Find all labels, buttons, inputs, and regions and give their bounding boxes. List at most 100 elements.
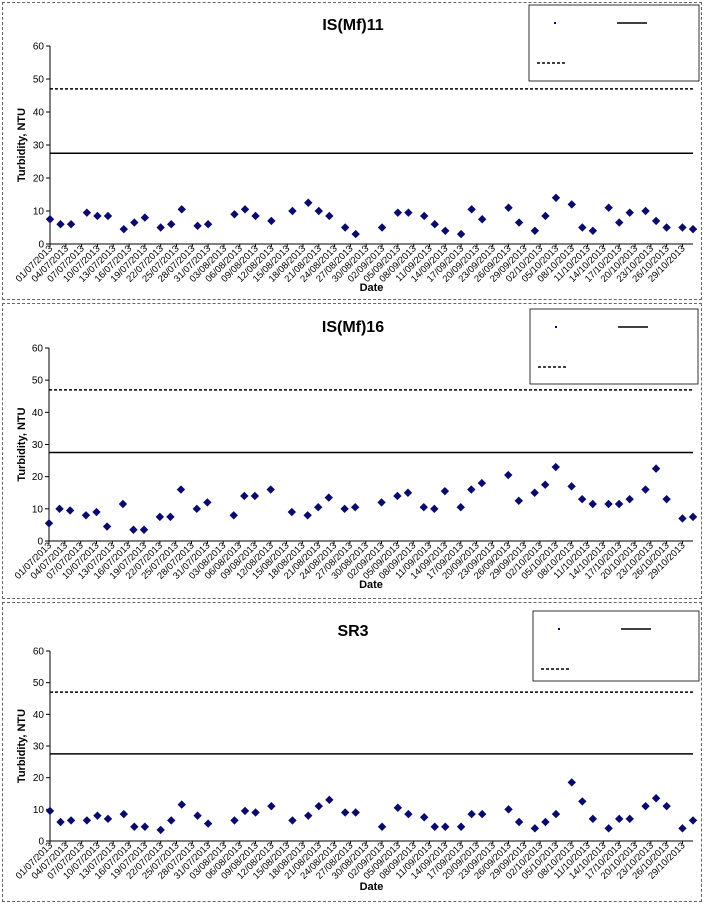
data-point [662,801,671,811]
data-point [139,525,149,534]
data-point [504,203,513,212]
data-point [604,499,613,509]
data-point [430,822,439,831]
data-point [304,811,313,820]
data-point [641,801,650,811]
data-point [230,210,239,219]
data-point [540,480,550,489]
data-point [66,816,76,825]
data-point [93,211,102,221]
legend-marker-diamond-icon [555,326,557,328]
data-point [651,794,661,803]
data-point [56,817,65,827]
data-point [530,226,540,235]
data-point [240,806,250,816]
data-point [651,216,661,226]
data-point [662,494,671,504]
y-tick-label: 10 [33,805,45,816]
data-point [467,485,476,494]
x-axis-label: Date [360,881,384,893]
data-point [403,488,413,497]
data-point [625,208,634,217]
data-point [203,498,212,507]
data-point [504,470,513,480]
data-point [419,503,428,512]
y-axis-label: Turbidity, NTU [16,407,28,481]
data-point [467,205,476,214]
data-point [625,494,634,504]
data-point [551,462,560,472]
data-point [203,220,213,229]
data-point [430,504,439,514]
data-point [314,206,323,216]
data-point [456,503,465,512]
legend-box [528,4,700,82]
data-point [130,218,139,227]
x-axis-label: Date [360,282,384,294]
y-tick-label: 30 [33,742,45,753]
data-point [118,499,128,509]
data-point [662,223,671,232]
data-point [155,512,165,522]
data-point [504,805,513,814]
data-point [176,485,186,494]
y-axis-label: Turbidity, NTU [16,709,28,783]
data-point [567,482,576,491]
data-point [167,220,176,229]
legend-marker-diamond-icon [554,22,556,24]
data-point [604,824,613,833]
data-point [303,511,312,520]
data-point [44,519,54,528]
data-point [678,514,687,523]
data-point [324,493,333,502]
y-tick-label: 60 [33,42,45,53]
data-point [567,778,576,787]
data-point [66,220,76,229]
data-point [266,485,275,494]
data-point [688,224,698,234]
x-axis-label: Date [359,579,383,591]
data-point [156,825,165,835]
y-tick-label: 50 [32,376,44,387]
data-point [578,797,587,806]
y-tick-label: 20 [32,472,44,483]
data-point [56,220,65,229]
y-tick-label: 30 [33,141,45,152]
data-point [588,226,598,235]
y-tick-label: 0 [37,537,43,548]
data-point [250,491,260,501]
data-point [288,816,297,825]
data-point [166,512,175,522]
data-point [678,824,687,833]
data-point [456,822,466,831]
y-tick-label: 20 [33,174,45,185]
data-point [430,220,439,229]
data-point [230,816,239,825]
data-point [325,211,334,221]
chart-panel-ismf16: IS(Mf)16 0 10 20 30 40 50 60 Turbidity, NTU 01/07… [2,303,702,599]
data-point [477,809,487,819]
data-point [393,208,403,217]
data-point [251,808,260,817]
data-point [65,506,75,515]
data-point [192,504,202,514]
data-point [404,208,413,217]
y-tick-label: 40 [33,108,45,119]
data-point [351,808,360,817]
data-point [604,203,613,212]
data-point [167,816,176,825]
y-tick-label: 40 [33,710,45,721]
data-point [81,511,91,520]
data-point [577,494,587,504]
data-point [678,223,687,232]
data-point [641,485,650,494]
data-point [567,200,576,209]
data-point [177,205,186,214]
data-point [641,206,650,216]
data-point [240,205,250,214]
chart-title: IS(Mf)11 [322,17,383,34]
data-point [203,819,213,828]
y-tick-label: 10 [32,504,44,515]
data-point [267,216,276,226]
